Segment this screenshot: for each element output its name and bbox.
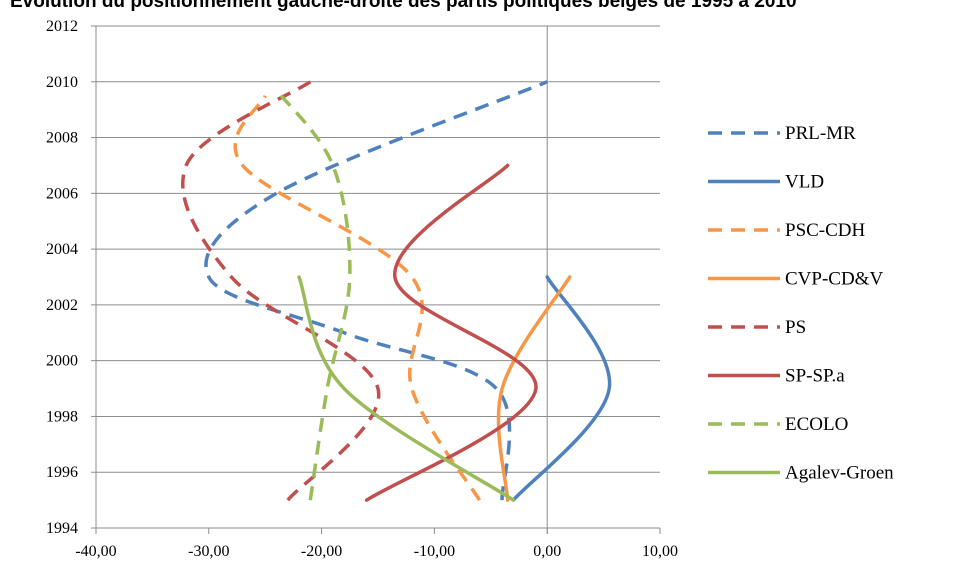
series-line-ps [181,80,381,502]
legend-label-psc-cdh: PSC-CDH [785,220,866,241]
x-tick-labels: -40,00 -30,00 -20,00 -10,00 0,00 10,00 [75,543,678,560]
y-tick-label: 1996 [46,464,78,481]
legend-label-prl-mr: PRL-MR [785,123,856,144]
series-line-vld [511,275,612,502]
x-tick-label: -40,00 [75,543,116,560]
legend-label-ps: PS [785,317,806,338]
series-line-sp-sp-a [364,163,538,502]
grid-lines [96,25,660,529]
series-line-ecolo [275,89,352,501]
y-tick-label: 2002 [46,297,78,314]
y-tick-label: 2010 [46,74,78,91]
series-line-agalev-groen [297,275,516,502]
legend-label-vld: VLD [785,172,824,193]
legend-label-cvp-cd-v: CVP-CD&V [785,269,883,290]
legend: PRL-MR VLD PSC-CDH CVP-CD&V PS SP-SP.a ECOLO Ag… [708,123,894,484]
y-tick-label: 1994 [46,520,78,537]
y-tick-label: 2012 [46,18,78,35]
legend-label-agalev-groen: Agalev-Groen [785,463,894,484]
x-tick-label: -10,00 [414,543,455,560]
y-tick-label: 2008 [46,130,78,147]
y-tick-label: 2000 [46,353,78,370]
legend-label-sp-sp-a: SP-SP.a [785,366,845,387]
axes [91,25,661,534]
y-tick-label: 1998 [46,408,78,425]
series-line-psc-cdh [233,94,481,502]
legend-label-ecolo: ECOLO [785,414,848,435]
series-lines [181,80,612,502]
series-line-cvp-cd-v [496,275,572,502]
x-tick-label: -30,00 [188,543,229,560]
y-tick-label: 2004 [46,241,78,258]
y-tick-labels: 1994 1996 1998 2000 2002 2004 2006 2008 2010 2012 [46,18,78,537]
x-tick-label: 0,00 [533,543,561,560]
chart-title: Evolution du positionnement gauche-droit… [10,0,797,12]
y-tick-label: 2006 [46,185,78,202]
x-tick-label: -20,00 [301,543,342,560]
x-tick-label: 10,00 [642,543,678,560]
series-line-prl-mr [204,80,548,501]
